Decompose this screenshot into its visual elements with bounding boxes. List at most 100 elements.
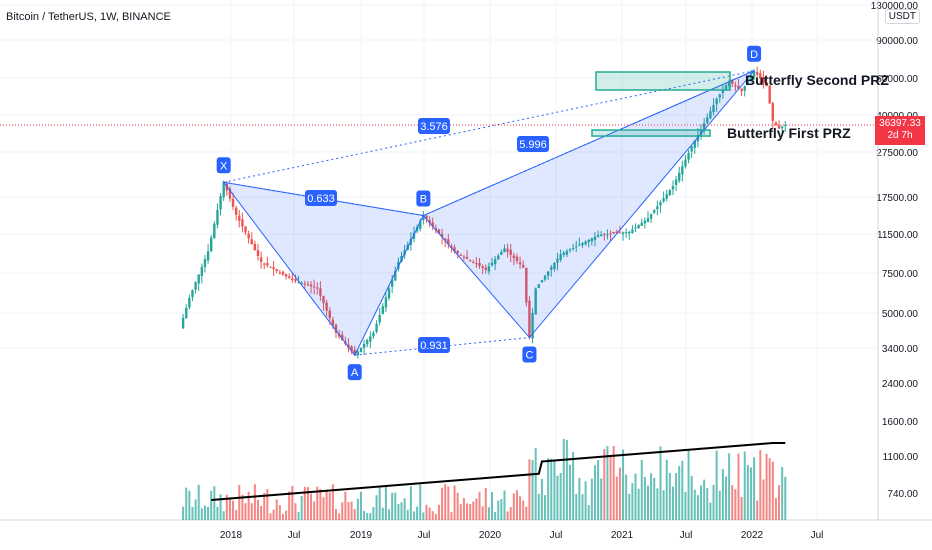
candle-body bbox=[462, 256, 466, 258]
candle-body bbox=[312, 286, 316, 288]
volume-bar bbox=[575, 493, 578, 520]
candle-body bbox=[584, 241, 587, 245]
volume-bar bbox=[687, 449, 690, 520]
volume-bar bbox=[650, 473, 653, 520]
volume-bar bbox=[497, 500, 500, 520]
volume-bar bbox=[247, 491, 250, 520]
y-tick-label: 60000.00 bbox=[876, 74, 918, 85]
volume-bar bbox=[734, 489, 737, 520]
candle-body bbox=[334, 324, 338, 333]
volume-bar bbox=[668, 472, 671, 520]
volume-bar bbox=[662, 490, 665, 520]
candle-body bbox=[581, 243, 584, 246]
candle-body bbox=[643, 220, 647, 224]
candle-body bbox=[656, 206, 659, 210]
volume-bar bbox=[634, 473, 637, 520]
volume-bar bbox=[197, 484, 200, 520]
candle-body bbox=[468, 260, 472, 262]
candle-body bbox=[281, 271, 285, 275]
volume-bar bbox=[297, 511, 300, 520]
volume-bar bbox=[359, 491, 362, 520]
candle-body bbox=[219, 196, 222, 210]
candle-body bbox=[484, 267, 487, 270]
volume-bar bbox=[603, 448, 606, 520]
volume-bar bbox=[294, 503, 297, 520]
candle-body bbox=[522, 264, 525, 268]
candle-body bbox=[263, 263, 266, 265]
candle-body bbox=[309, 284, 313, 287]
candle-body bbox=[562, 252, 565, 255]
volume-bar bbox=[478, 491, 481, 520]
candle-body bbox=[459, 255, 462, 257]
candle-body bbox=[687, 153, 690, 160]
currency-badge[interactable]: USDT bbox=[884, 9, 920, 24]
volume-bar bbox=[550, 458, 553, 520]
candle-body bbox=[366, 340, 369, 345]
candle-body bbox=[756, 72, 759, 75]
volume-bar bbox=[388, 509, 391, 520]
ratio-label: 5.996 bbox=[517, 136, 549, 152]
candle-body bbox=[631, 229, 634, 233]
candle-body bbox=[472, 262, 475, 264]
candle-body bbox=[765, 82, 768, 87]
volume-bar bbox=[562, 438, 565, 520]
candle-body bbox=[578, 244, 581, 246]
candle-body bbox=[300, 283, 303, 285]
volume-bar bbox=[584, 481, 587, 520]
volume-bar bbox=[774, 498, 777, 520]
volume-bar bbox=[250, 503, 253, 520]
candle-body bbox=[422, 215, 425, 221]
volume-bar bbox=[675, 473, 678, 520]
volume-bar bbox=[316, 486, 319, 520]
y-tick-label: 90000.00 bbox=[876, 36, 918, 47]
candle-body bbox=[185, 307, 188, 319]
volume-bar bbox=[235, 510, 238, 520]
candle-body bbox=[475, 263, 478, 265]
candle-body bbox=[490, 262, 494, 266]
candle-body bbox=[621, 232, 625, 235]
candle-body bbox=[319, 288, 322, 296]
plot-area bbox=[0, 0, 878, 520]
candle-body bbox=[359, 347, 363, 353]
volume-bar bbox=[696, 495, 699, 520]
volume-bar bbox=[778, 485, 781, 520]
candle-body bbox=[453, 247, 456, 252]
candle-body bbox=[752, 70, 756, 77]
y-tick-label: 3400.00 bbox=[882, 344, 919, 355]
x-tick-label: Jul bbox=[680, 530, 693, 541]
volume-bar bbox=[765, 453, 768, 520]
volume-bar bbox=[263, 493, 266, 520]
ratio-label: 3.576 bbox=[418, 118, 450, 134]
volume-bar bbox=[281, 513, 284, 520]
candle-body bbox=[369, 336, 372, 342]
volume-bar bbox=[506, 511, 509, 520]
volume-bar bbox=[456, 492, 459, 520]
volume-bar bbox=[447, 486, 450, 520]
candle-body bbox=[699, 129, 703, 136]
candle-body bbox=[306, 284, 310, 286]
candle-body bbox=[531, 313, 534, 339]
candle-body bbox=[603, 234, 606, 236]
volume-bar bbox=[534, 448, 537, 520]
candle-body bbox=[210, 237, 213, 252]
volume-bar bbox=[491, 492, 493, 520]
volume-bar bbox=[671, 486, 674, 520]
volume-bar bbox=[559, 473, 562, 520]
volume-bar bbox=[341, 502, 344, 520]
candle-body bbox=[575, 246, 578, 248]
candle-body bbox=[674, 179, 678, 185]
candle-body bbox=[328, 310, 331, 318]
volume-bar bbox=[522, 500, 525, 520]
point-label-a-text: A bbox=[351, 367, 359, 379]
volume-bar bbox=[725, 476, 727, 520]
volume-bar bbox=[756, 500, 759, 520]
candle-body bbox=[593, 236, 597, 240]
volume-bar bbox=[200, 508, 203, 520]
volume-tick-label: 1100.00 bbox=[883, 452, 919, 463]
volume-bar bbox=[737, 453, 740, 520]
candle-body bbox=[487, 266, 491, 272]
candle-body bbox=[278, 272, 282, 274]
volume-bar bbox=[344, 491, 347, 520]
point-label-c-text: C bbox=[525, 350, 533, 362]
